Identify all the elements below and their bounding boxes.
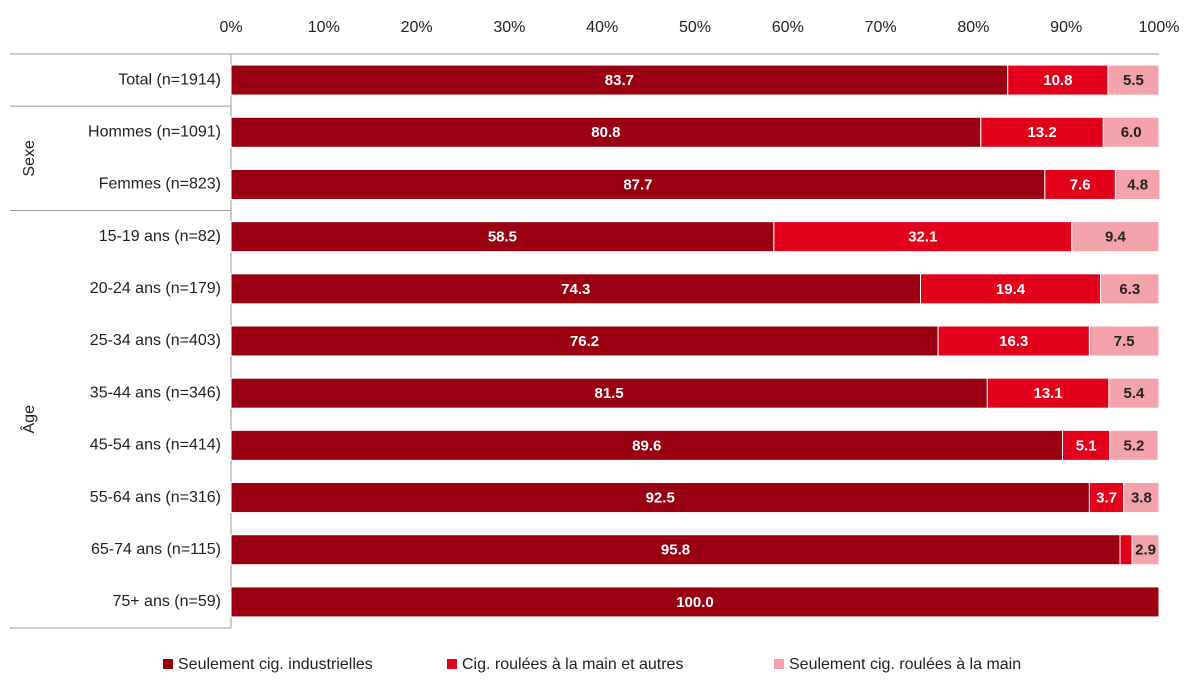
data-label: 74.3	[561, 281, 590, 298]
legend-swatch	[774, 659, 784, 669]
bar-segment	[1123, 482, 1160, 514]
y-tick-label: 20-24 ans (n=179)	[90, 280, 221, 297]
x-tick-label: 0%	[219, 19, 242, 36]
y-tick-label: Femmes (n=823)	[99, 176, 221, 193]
bar-segment	[1088, 325, 1160, 357]
y-tick-label: 55-64 ans (n=316)	[90, 489, 221, 506]
bar-segment	[230, 64, 1009, 96]
bar-segment	[230, 325, 939, 357]
y-tick-label: 65-74 ans (n=115)	[91, 541, 221, 558]
bar-segment	[230, 586, 1160, 618]
data-label: 58.5	[488, 229, 517, 246]
data-label: 5.4	[1124, 385, 1146, 402]
bar-segment	[1071, 221, 1160, 253]
data-label: 13.1	[1034, 385, 1063, 402]
bar-segment	[230, 482, 1090, 514]
data-label: 13.2	[1027, 124, 1056, 141]
data-label: 76.2	[570, 333, 599, 350]
data-label: 100.0	[676, 594, 714, 611]
legend-label: Seulement cig. roulées à la main	[789, 656, 1021, 673]
bar-segment	[937, 325, 1090, 357]
x-tick-label: 30%	[493, 19, 525, 36]
bar-segment	[1107, 64, 1160, 96]
x-tick-label: 70%	[865, 19, 897, 36]
x-tick-label: 80%	[957, 19, 989, 36]
group-label: Âge	[19, 405, 38, 434]
group-label: Sexe	[21, 140, 38, 177]
x-tick-label: 100%	[1139, 19, 1180, 36]
bar-segment	[1102, 116, 1160, 148]
data-label: 5.1	[1076, 437, 1097, 454]
bar-segment	[1100, 273, 1160, 305]
data-label: 5.2	[1124, 437, 1145, 454]
data-label: 9.4	[1105, 229, 1127, 246]
y-tick-label: Total (n=1914)	[118, 71, 221, 88]
data-label: 16.3	[999, 333, 1028, 350]
legend-label: Cig. roulées à la main et autres	[462, 656, 683, 673]
legend-swatch	[447, 659, 457, 669]
bar-segment	[230, 168, 1046, 200]
bar-segment	[1114, 168, 1161, 200]
data-label: 6.3	[1119, 281, 1140, 298]
data-label: 87.7	[623, 176, 652, 193]
bar-segment	[1108, 377, 1160, 409]
data-label: 4.8	[1127, 176, 1148, 193]
bar-segment	[1007, 64, 1109, 96]
bar-segment	[230, 273, 922, 305]
data-label: 6.0	[1121, 124, 1142, 141]
bar-segment	[1061, 429, 1111, 461]
data-label: 19.4	[996, 281, 1026, 298]
x-tick-label: 10%	[308, 19, 340, 36]
data-label: 3.7	[1096, 490, 1117, 507]
bar-segment	[980, 116, 1104, 148]
data-label: 81.5	[595, 385, 624, 402]
x-tick-label: 50%	[679, 19, 711, 36]
data-label: 83.7	[605, 72, 634, 89]
y-tick-label: 15-19 ans (n=82)	[99, 228, 221, 245]
y-tick-label: 35-44 ans (n=346)	[90, 384, 221, 401]
data-label: 89.6	[632, 437, 661, 454]
x-tick-label: 20%	[401, 19, 433, 36]
x-tick-label: 90%	[1050, 19, 1082, 36]
y-tick-label: 25-34 ans (n=403)	[90, 332, 221, 349]
data-label: 5.5	[1123, 72, 1144, 89]
data-label: 10.8	[1043, 72, 1072, 89]
bar-segment	[230, 534, 1121, 566]
data-label: 95.8	[661, 542, 690, 559]
data-label: 80.8	[591, 124, 620, 141]
bar-segment	[773, 221, 1073, 253]
data-label: 7.6	[1070, 176, 1091, 193]
x-tick-label: 60%	[772, 19, 804, 36]
legend-swatch	[163, 659, 173, 669]
bar-segment	[1109, 429, 1159, 461]
bar-segment	[1119, 534, 1133, 566]
data-label: 92.5	[646, 490, 675, 507]
legend-label: Seulement cig. industrielles	[178, 656, 373, 673]
data-label: 2.9	[1135, 542, 1156, 559]
data-label: 3.8	[1131, 490, 1152, 507]
data-label: 7.5	[1114, 333, 1135, 350]
bar-segment	[230, 377, 988, 409]
bar-segment	[230, 429, 1063, 461]
y-tick-label: Hommes (n=1091)	[88, 123, 221, 140]
y-tick-label: 75+ ans (n=59)	[112, 593, 221, 610]
bar-segment	[1088, 482, 1125, 514]
bar-segment	[1131, 534, 1160, 566]
x-tick-label: 40%	[586, 19, 618, 36]
bar-segment	[986, 377, 1110, 409]
data-label: 32.1	[908, 229, 937, 246]
y-tick-label: 45-54 ans (n=414)	[90, 437, 221, 454]
